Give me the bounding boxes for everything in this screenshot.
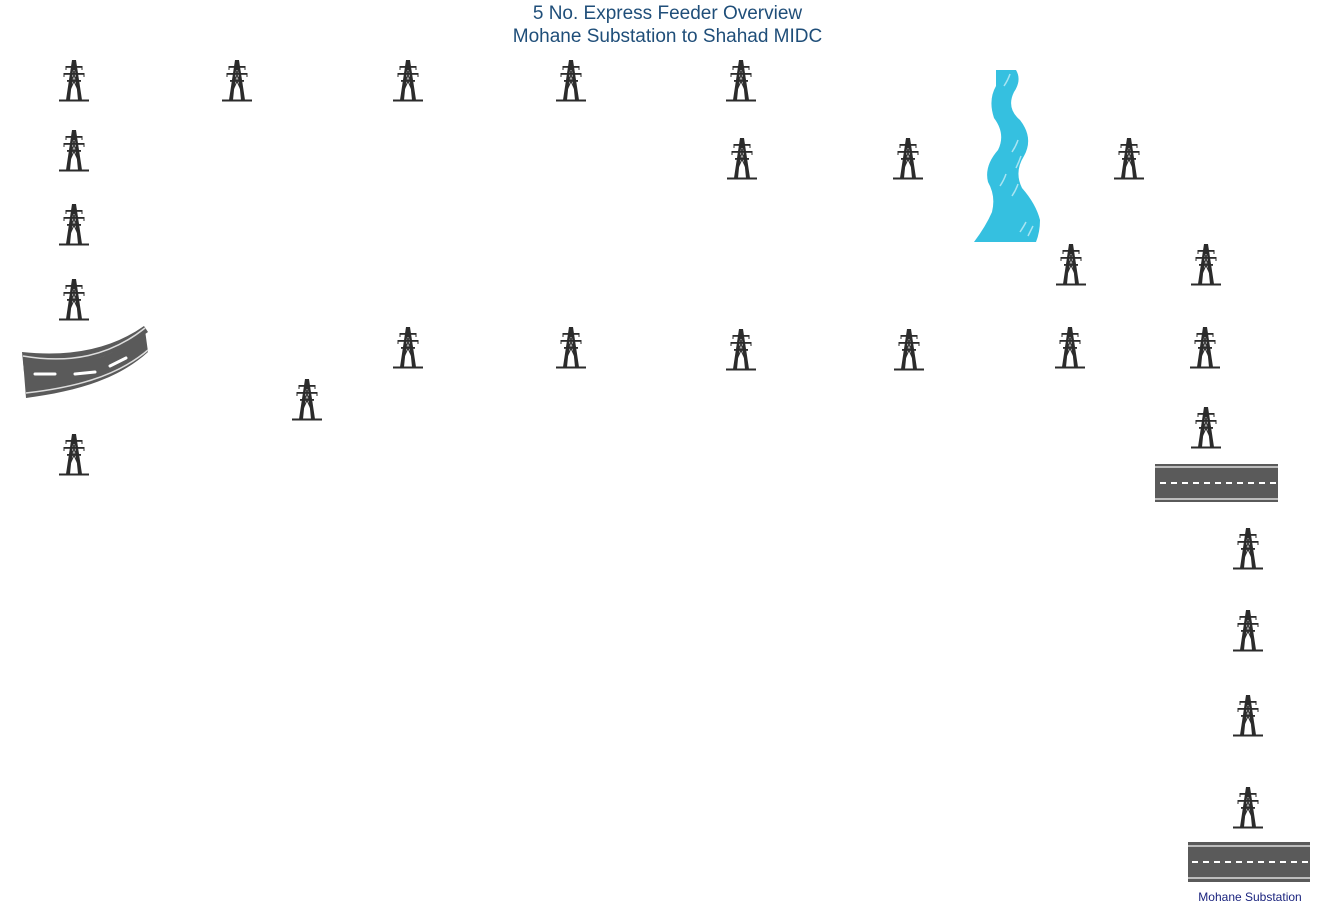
river-icon — [974, 70, 1040, 242]
transmission-tower-icon — [1190, 243, 1222, 286]
transmission-tower-icon — [392, 59, 424, 102]
tower-group — [58, 59, 1264, 829]
transmission-tower-icon — [1232, 527, 1264, 570]
transmission-tower-icon — [1113, 137, 1145, 180]
straight-road-icon — [1155, 464, 1278, 502]
transmission-tower-icon — [1232, 786, 1264, 829]
substation-road-icon — [1188, 842, 1310, 882]
transmission-tower-icon — [392, 326, 424, 369]
transmission-tower-icon — [725, 59, 757, 102]
transmission-tower-icon — [1232, 694, 1264, 737]
transmission-tower-icon — [892, 137, 924, 180]
title-line-2: Mohane Substation to Shahad MIDC — [512, 26, 823, 47]
transmission-tower-icon — [58, 203, 90, 246]
transmission-tower-icon — [1189, 326, 1221, 369]
transmission-tower-icon — [221, 59, 253, 102]
transmission-tower-icon — [893, 328, 925, 371]
transmission-tower-icon — [726, 137, 758, 180]
curved-road-icon — [22, 326, 149, 398]
transmission-tower-icon — [58, 433, 90, 476]
transmission-tower-icon — [555, 326, 587, 369]
transmission-tower-icon — [58, 278, 90, 321]
substation-label: Mohane Substation — [1198, 890, 1302, 904]
transmission-tower-icon — [1055, 243, 1087, 286]
transmission-tower-icon — [1232, 609, 1264, 652]
diagram-title: 5 No. Express Feeder Overview Mohane Sub… — [0, 2, 1335, 48]
transmission-tower-icon — [725, 328, 757, 371]
title-line-1: 5 No. Express Feeder Overview — [532, 3, 803, 24]
transmission-tower-icon — [58, 129, 90, 172]
transmission-tower-icon — [1190, 406, 1222, 449]
transmission-tower-icon — [1054, 326, 1086, 369]
transmission-tower-icon — [58, 59, 90, 102]
transmission-tower-icon — [555, 59, 587, 102]
transmission-tower-icon — [291, 378, 323, 421]
